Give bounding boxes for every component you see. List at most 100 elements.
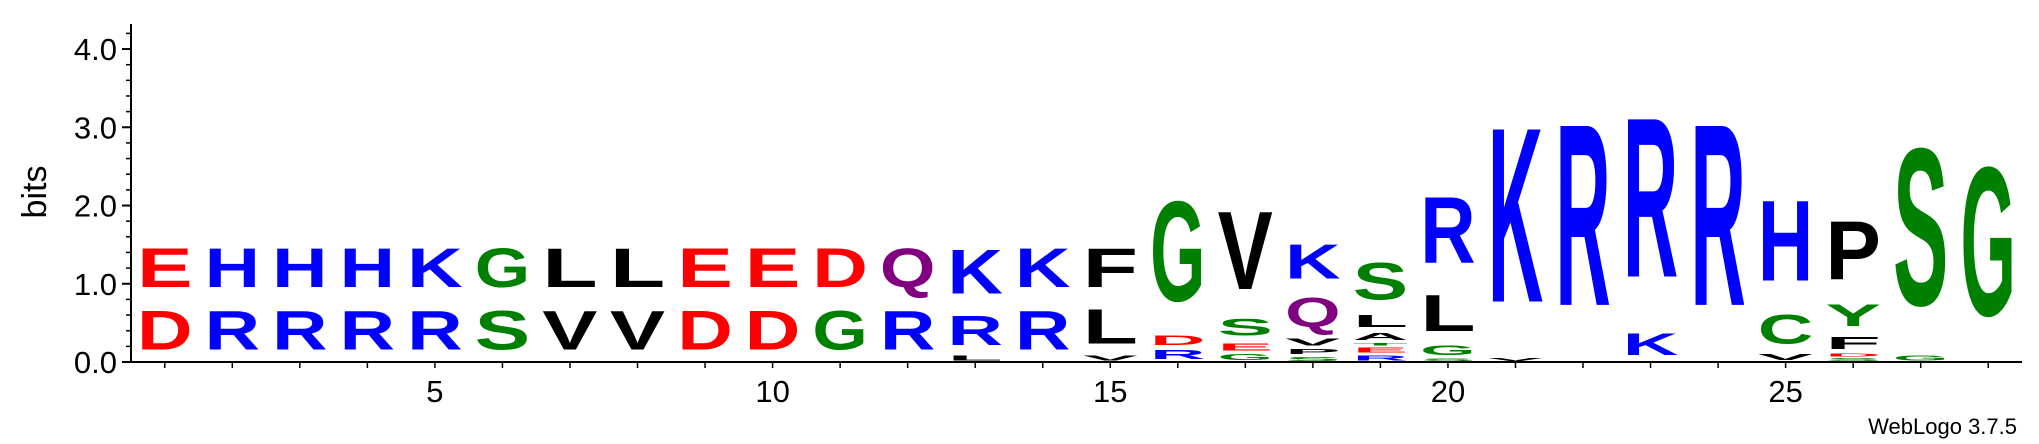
axes: 0.0 1.0 2.0 3.0 4.0 5 10 15 20 25 (74, 24, 2022, 409)
y-tick-label: 3.0 (74, 110, 117, 145)
logo-letter: G (1961, 122, 2016, 361)
logo-letter: L (1353, 311, 1408, 331)
logo-stacks: DERHRHRHRKSGVLVLDEDEGDRQLRKRKVLFRDGGESVS… (137, 70, 2016, 362)
x-tick-label: 15 (1093, 374, 1127, 409)
logo-letter: K (1285, 234, 1340, 289)
logo-letter: L (542, 237, 597, 299)
stack-position-11: GD (812, 237, 867, 362)
logo-letter: Q (1285, 290, 1340, 337)
x-tick-label: 5 (426, 374, 443, 409)
logo-letter: K (407, 237, 462, 299)
stack-position-16: RDG (1150, 172, 1205, 362)
logo-letter: R (1353, 354, 1408, 362)
logo-letter: R (1555, 70, 1610, 360)
logo-letter: S (1893, 102, 1948, 353)
logo-letter: S (1218, 314, 1273, 341)
logo-letter: R (1150, 348, 1205, 362)
logo-letter: P (1825, 203, 1880, 297)
logo-letter: V (610, 299, 665, 362)
stack-position-22: R (1555, 70, 1610, 360)
logo-letter: R (880, 300, 935, 362)
stack-position-8: VL (610, 237, 665, 362)
logo-letter: R (1420, 179, 1475, 284)
logo-letter: V (1758, 353, 1813, 362)
logo-letter: D (677, 300, 732, 362)
logo-letter: L (1083, 300, 1138, 354)
stack-position-12: RQ (880, 236, 935, 362)
logo-letter: K (1623, 327, 1678, 362)
logo-letter: L (948, 354, 1003, 362)
stack-position-23: KR (1623, 71, 1678, 362)
logo-letter: S (475, 299, 530, 361)
logo-letter: D (745, 300, 800, 362)
logo-letter: V (1218, 188, 1273, 313)
logo-letter: G (1893, 354, 1948, 362)
logo-letter: Y (1825, 298, 1880, 333)
y-axis-label: bits (16, 166, 54, 219)
logo-letter: A (1353, 331, 1408, 343)
logo-letter: S (1285, 356, 1340, 362)
logo-letter: R (407, 300, 462, 362)
x-tick-label: 25 (1768, 374, 1802, 409)
logo-letter: H (340, 237, 395, 299)
stack-position-28: G (1961, 122, 2016, 361)
logo-letter: L (1420, 283, 1475, 342)
logo-letter: H (272, 237, 327, 299)
logo-letter: D (1825, 353, 1880, 358)
logo-letter: G (1218, 353, 1273, 362)
logo-letter: G (812, 299, 867, 362)
logo-letter: R (1690, 70, 1745, 360)
logo-letter: K (948, 237, 1003, 307)
logo-letter: F (1825, 333, 1880, 353)
stack-position-2: RH (205, 237, 260, 362)
logo-letter: E (137, 237, 192, 299)
logo-letter: R (340, 300, 395, 362)
logo-letter: V (1488, 357, 1543, 362)
logo-letter: K (1015, 237, 1070, 299)
stack-position-27: GS (1893, 102, 1948, 362)
logo-letter: P (1285, 348, 1340, 356)
stack-position-7: VL (542, 237, 597, 362)
logo-letter: R (1015, 300, 1070, 362)
logo-letter: K (1488, 77, 1543, 356)
logo-letter: L (610, 237, 665, 299)
y-tick-label: 1.0 (74, 267, 117, 302)
y-tick-label: 4.0 (74, 32, 117, 67)
logo-letter: D (812, 237, 867, 299)
logo-letter: S (1420, 358, 1475, 362)
logo-letter: C (1758, 306, 1813, 353)
logo-letter: D (137, 300, 192, 362)
logo-letter: V (1285, 336, 1340, 348)
y-tick-label: 0.0 (74, 345, 117, 380)
logo-letter: E (745, 237, 800, 299)
logo-letter: R (1623, 71, 1678, 326)
logo-letter: S (1825, 357, 1880, 362)
logo-letter: S (1353, 252, 1408, 311)
stack-position-4: RH (340, 237, 395, 362)
stack-position-1: DE (137, 237, 192, 363)
logo-letter: E (1353, 346, 1408, 354)
y-tick-label: 2.0 (74, 189, 117, 224)
logo-letter: G (475, 236, 530, 299)
logo-letter: V (542, 299, 597, 362)
logo-letter: D (1150, 332, 1205, 348)
stack-position-24: R (1690, 70, 1745, 360)
stack-position-25: VCH (1758, 176, 1813, 362)
stack-position-21: VK (1488, 77, 1543, 362)
x-tick-label: 10 (755, 374, 789, 409)
stack-position-10: DE (745, 237, 800, 363)
stack-position-9: DE (677, 237, 732, 363)
stack-position-15: VLF (1083, 237, 1138, 362)
logo-letter: F (1083, 237, 1138, 299)
stack-position-14: RK (1015, 237, 1070, 362)
logo-letter: Q (880, 236, 935, 299)
logo-letter: E (1218, 341, 1273, 353)
logo-letter: R (272, 300, 327, 362)
logo-letter: E (677, 237, 732, 299)
logo-letter: R (948, 308, 1003, 355)
